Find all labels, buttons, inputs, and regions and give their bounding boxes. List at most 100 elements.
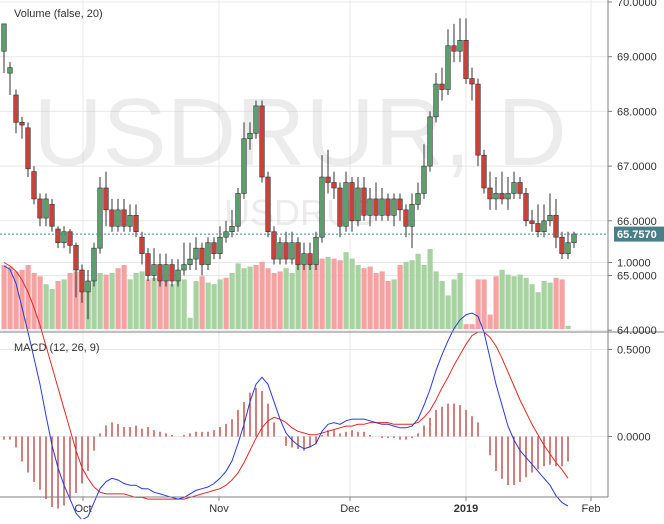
candle-body <box>235 193 241 227</box>
candle-body <box>1 23 7 52</box>
candle-body <box>43 198 49 219</box>
candle-body <box>115 209 121 227</box>
volume-bar <box>283 268 289 329</box>
candle-body <box>463 39 469 79</box>
candle-body <box>571 233 577 243</box>
volume-bar <box>7 266 13 329</box>
candle-body <box>319 176 325 238</box>
candle-body <box>19 122 25 126</box>
macd-tick-label: 0.0000 <box>617 432 651 444</box>
candle-body <box>505 193 511 200</box>
volume-bar <box>217 279 223 329</box>
time-axis[interactable]: Oct Nov Dec 2019 Feb <box>74 497 600 515</box>
volume-bar <box>361 268 367 329</box>
volume-bar <box>511 276 517 329</box>
time-tick-label: Feb <box>582 503 601 515</box>
candle-body <box>499 193 505 200</box>
volume-bar <box>265 268 271 329</box>
panel-frame <box>0 0 664 498</box>
candle-body <box>547 215 553 222</box>
volume-bar <box>55 281 61 329</box>
volume-bar <box>409 260 415 329</box>
volume-bar <box>463 324 469 329</box>
volume-bar <box>457 273 463 329</box>
volume-bar <box>163 279 169 329</box>
volume-bar <box>385 281 391 329</box>
candle-body <box>55 228 61 243</box>
macd-tick-label: 1.0000 <box>617 258 651 270</box>
candle-body <box>259 105 265 178</box>
candle-body <box>331 182 337 189</box>
candle-body <box>349 182 355 222</box>
volume-bar <box>499 269 505 329</box>
volume-bar <box>469 324 475 329</box>
volume-bar <box>157 276 163 329</box>
candle-body <box>337 187 343 227</box>
volume-bar <box>559 279 565 329</box>
volume-bar <box>415 253 421 329</box>
volume-bar <box>133 273 139 329</box>
candle-body <box>91 247 97 282</box>
volume-bar <box>517 274 523 329</box>
candle-body <box>295 242 301 265</box>
candle-body <box>271 231 277 260</box>
volume-bar <box>313 260 319 329</box>
candle-body <box>343 182 349 227</box>
signal-line <box>3 262 569 500</box>
volume-bar <box>439 281 445 329</box>
candle-body <box>187 258 193 265</box>
volume-bar <box>367 266 373 329</box>
candle-body <box>385 198 391 216</box>
candle-body <box>109 209 115 227</box>
candle-body <box>217 236 223 254</box>
candle-body <box>397 198 403 211</box>
candle-body <box>511 182 517 194</box>
candle-body <box>139 236 145 254</box>
candlesticks <box>1 18 577 320</box>
candle-body <box>253 105 259 134</box>
candle-body <box>439 83 445 90</box>
volume-bar <box>277 271 283 329</box>
candle-body <box>475 83 481 156</box>
candle-body <box>79 269 85 293</box>
volume-bar <box>565 325 571 329</box>
candle-body <box>535 223 541 233</box>
volume-bar <box>61 279 67 329</box>
candle-body <box>493 193 499 200</box>
current-price-box <box>614 226 664 242</box>
volume-bar <box>49 289 55 329</box>
candle-body <box>469 78 475 85</box>
price-axis[interactable]: 70.0000 69.0000 68.0000 67.0000 66.0000 65.00… <box>608 0 657 337</box>
current-price-tag: 65.7570 <box>614 226 664 242</box>
volume-bar <box>145 279 151 329</box>
volume-bar <box>553 277 559 329</box>
volume-bar <box>331 258 337 329</box>
volume-bar <box>295 263 301 329</box>
price-tick-label: 66.0000 <box>617 216 657 228</box>
volume-bar <box>421 265 427 329</box>
volume-bar <box>223 277 229 329</box>
candle-body <box>121 209 127 227</box>
candle-body <box>151 264 157 276</box>
current-price-label: 65.7570 <box>617 229 657 241</box>
candle-body <box>25 127 31 170</box>
volume-bar <box>535 292 541 329</box>
volume-bar <box>271 273 277 329</box>
candle-body <box>361 187 367 216</box>
price-tick-label: 70.0000 <box>617 0 657 9</box>
volume-bar <box>211 284 217 329</box>
candle-body <box>277 242 283 260</box>
volume-bar <box>37 276 43 329</box>
time-tick-label: Oct <box>74 503 91 515</box>
candle-body <box>313 236 319 265</box>
volume-bar <box>43 284 49 329</box>
volume-bar <box>523 277 529 329</box>
volume-bar <box>121 265 127 329</box>
candle-body <box>481 154 487 189</box>
volume-bars <box>1 249 571 329</box>
volume-bar <box>427 249 433 329</box>
candle-body <box>145 253 151 276</box>
volume-bar <box>487 314 493 329</box>
